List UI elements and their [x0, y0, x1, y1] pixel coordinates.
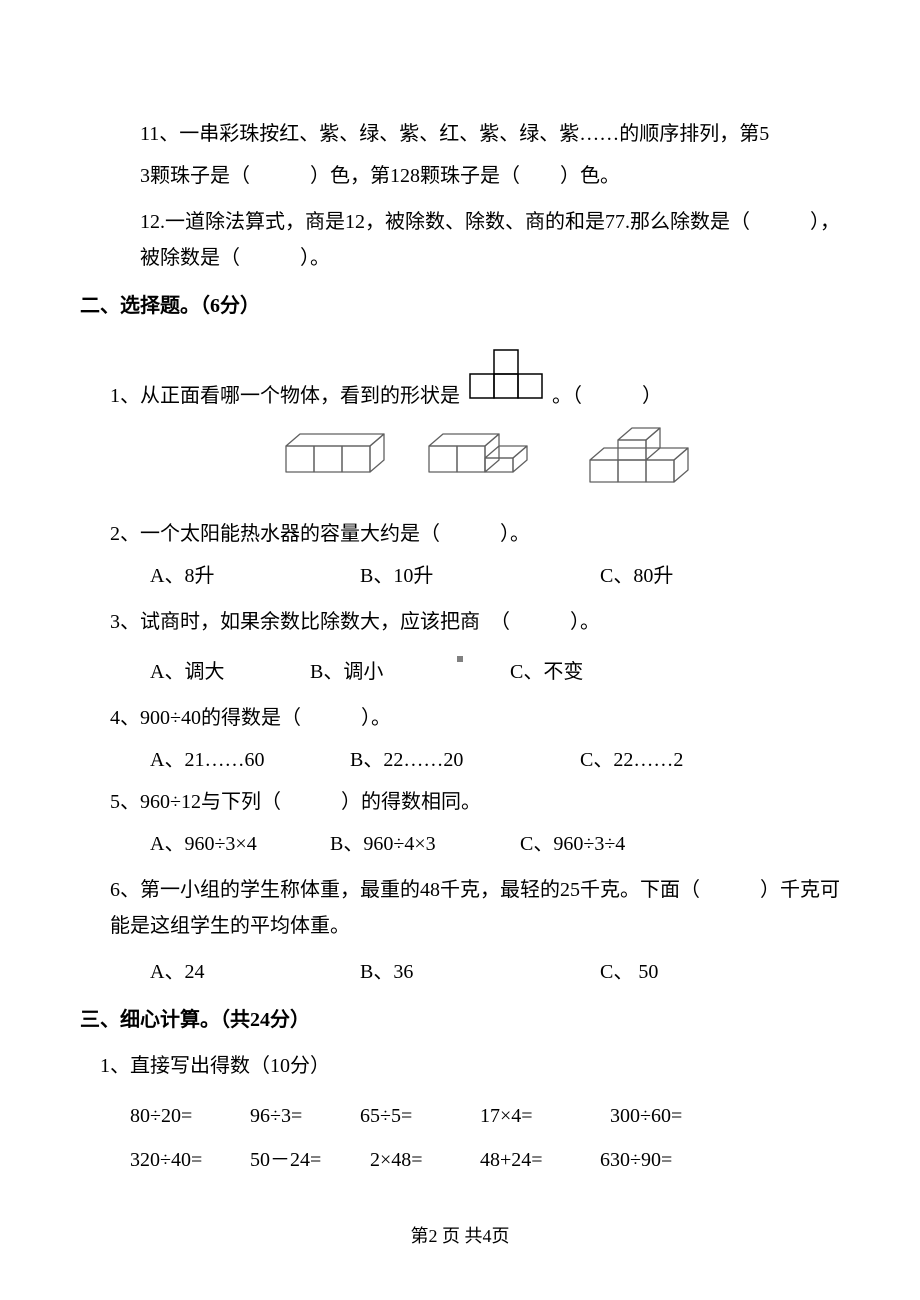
choice-a: A、960÷3×4: [150, 826, 330, 862]
q11-cont: 3颗珠子是（ ）色，第128颗珠子是（ ）色。: [140, 165, 620, 187]
s2q1-post: 。（ ）: [552, 378, 662, 414]
s2-question-5: 5、960÷12与下列（ ）的得数相同。: [80, 784, 840, 820]
cube-option-a-icon: [278, 424, 388, 500]
s2q1-pre: 1、从正面看哪一个物体，看到的形状是: [110, 378, 460, 414]
s2q2-choices: A、8升 B、10升 C、80升: [80, 558, 840, 594]
calc-row-1: 80÷20= 96÷3= 65÷5= 17×4= 300÷60=: [80, 1098, 840, 1134]
s2-question-1: 1、从正面看哪一个物体，看到的形状是 。（ ）: [80, 348, 840, 414]
choice-b: B、960÷4×3: [330, 826, 520, 862]
s2-question-4: 4、900÷40的得数是（ ）。: [80, 700, 840, 736]
choice-c: C、不变: [510, 654, 660, 690]
s2q6-choices: A、24 B、36 C、 50: [80, 954, 840, 990]
small-dot-icon: [457, 656, 463, 662]
calc-item: 320÷40=: [130, 1142, 250, 1178]
s2-question-2: 2、一个太阳能热水器的容量大约是（ ）。: [80, 516, 840, 552]
choice-c: C、80升: [600, 558, 750, 594]
choice-c: C、22……2: [580, 742, 730, 778]
choice-b: B、10升: [360, 558, 600, 594]
s2-question-3: 3、试商时，如果余数比除数大，应该把商 （ ）。: [80, 604, 840, 640]
calc-item: 65÷5=: [360, 1098, 480, 1134]
calc-item: 80÷20=: [130, 1098, 250, 1134]
calc-item: 630÷90=: [600, 1142, 740, 1178]
s3-question-1-head: 1、直接写出得数（10分）: [80, 1048, 840, 1084]
question-11: 11、一串彩珠按红、紫、绿、紫、红、紫、绿、紫……的顺序排列，第5: [80, 116, 840, 152]
choice-a: A、8升: [150, 558, 360, 594]
calc-item: 300÷60=: [610, 1098, 750, 1134]
s2q5-choices: A、960÷3×4 B、960÷4×3 C、960÷3÷4: [80, 826, 840, 862]
choice-b: B、36: [360, 954, 600, 990]
choice-a: A、24: [150, 954, 360, 990]
calc-item: 96÷3=: [250, 1098, 360, 1134]
choice-a: A、调大: [150, 654, 310, 690]
calc-item: 17×4=: [480, 1098, 610, 1134]
cube-option-c-icon: [582, 424, 702, 500]
cubes-options: [80, 424, 840, 500]
section-3-heading: 三、细心计算。（共24分）: [80, 1002, 840, 1038]
calc-item: 48+24=: [480, 1142, 600, 1178]
choice-b: B、22……20: [350, 742, 580, 778]
s2-question-6: 6、第一小组的学生称体重，最重的48千克，最轻的25千克。下面（ ）千克可能是这…: [80, 872, 840, 944]
choice-c: C、 50: [600, 954, 750, 990]
cube-option-b-icon: [425, 424, 545, 500]
page-footer: 第2 页 共4页: [0, 1220, 920, 1252]
choice-a: A、21……60: [150, 742, 350, 778]
q11-text: 11、一串彩珠按红、紫、绿、紫、红、紫、绿、紫……的顺序排列，第5: [140, 123, 769, 145]
question-11-cont: 3颗珠子是（ ）色，第128颗珠子是（ ）色。: [80, 158, 840, 194]
calc-item: 50－24=: [250, 1142, 370, 1178]
s2q4-choices: A、21……60 B、22……20 C、22……2: [80, 742, 840, 778]
choice-c: C、960÷3÷4: [520, 826, 700, 862]
calc-item: 2×48=: [370, 1142, 480, 1178]
t-shape-icon: [468, 348, 544, 412]
q12-text: 12.一道除法算式，商是12，被除数、除数、商的和是77.那么除数是（ ），被除…: [140, 211, 840, 269]
question-12: 12.一道除法算式，商是12，被除数、除数、商的和是77.那么除数是（ ），被除…: [80, 204, 840, 276]
choice-b: B、调小: [310, 654, 510, 690]
section-2-heading: 二、选择题。（6分）: [80, 288, 840, 324]
calc-row-2: 320÷40= 50－24= 2×48= 48+24= 630÷90=: [80, 1142, 840, 1178]
